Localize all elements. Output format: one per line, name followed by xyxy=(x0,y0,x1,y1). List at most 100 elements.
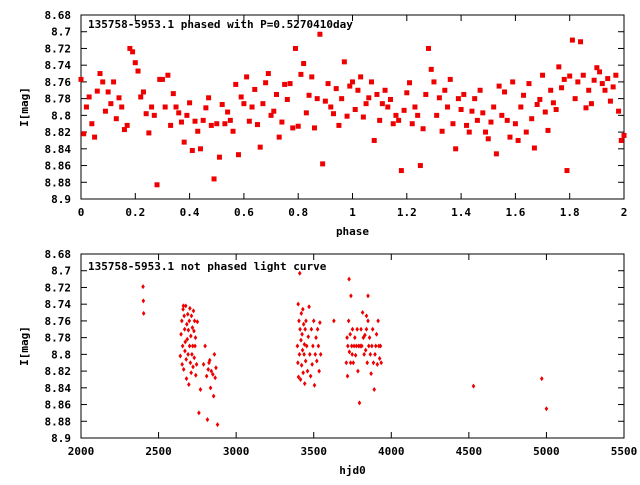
y-tick-label: 8.74 xyxy=(45,298,72,311)
phased-chart-title: 135758-5953.1 phased with P=0.5270410day xyxy=(88,18,353,31)
data-point xyxy=(333,86,339,92)
data-point xyxy=(100,79,106,85)
data-point xyxy=(183,303,188,309)
data-point xyxy=(349,343,354,349)
unphased-y-axis-label: I[mag] xyxy=(18,326,31,366)
data-point xyxy=(303,110,309,116)
data-point xyxy=(184,112,190,118)
data-point xyxy=(379,101,385,107)
data-point xyxy=(182,313,186,319)
data-point xyxy=(295,343,300,349)
data-point xyxy=(537,96,543,102)
y-tick-label: 8.8 xyxy=(51,109,71,122)
data-point xyxy=(301,306,305,312)
data-point xyxy=(483,129,489,135)
data-point xyxy=(188,360,193,366)
data-point xyxy=(398,168,404,174)
data-point xyxy=(553,107,559,113)
data-point xyxy=(564,168,570,174)
data-point xyxy=(292,45,298,51)
data-point xyxy=(295,123,301,129)
data-point xyxy=(597,69,603,75)
data-point xyxy=(78,76,84,82)
data-point xyxy=(191,364,195,370)
data-point xyxy=(351,360,356,366)
data-point xyxy=(504,117,510,123)
data-point xyxy=(507,134,513,140)
data-point xyxy=(149,104,155,110)
data-point xyxy=(181,366,186,372)
data-point xyxy=(318,320,322,326)
data-point xyxy=(207,357,212,363)
data-point xyxy=(439,128,445,134)
unphased-data-points xyxy=(141,270,549,428)
data-point xyxy=(121,127,127,133)
data-point xyxy=(279,119,285,125)
data-point xyxy=(179,331,183,337)
data-point xyxy=(311,125,317,131)
data-point xyxy=(212,351,217,357)
data-point xyxy=(211,371,215,377)
data-point xyxy=(358,74,364,80)
data-point xyxy=(311,343,315,349)
y-tick-label: 8.82 xyxy=(45,365,72,378)
data-point xyxy=(193,335,198,341)
phased-plot-frame xyxy=(80,14,625,200)
data-point xyxy=(170,91,176,97)
y-tick-label: 8.74 xyxy=(45,59,72,72)
data-point xyxy=(499,112,505,118)
data-point xyxy=(605,76,611,82)
data-point xyxy=(477,87,483,93)
data-point xyxy=(305,368,310,374)
data-point xyxy=(124,122,130,128)
data-point xyxy=(276,134,282,140)
data-point xyxy=(299,310,304,316)
data-point xyxy=(510,79,516,85)
y-tick-label: 8.88 xyxy=(45,415,72,428)
data-point xyxy=(375,361,380,367)
data-point xyxy=(317,31,323,37)
data-point xyxy=(214,365,218,371)
x-tick-label: 4000 xyxy=(378,445,405,458)
data-point xyxy=(382,87,388,93)
data-point xyxy=(613,72,619,78)
x-tick-label: 1 xyxy=(349,206,356,219)
data-point xyxy=(309,326,314,332)
x-tick-label: 5000 xyxy=(533,445,560,458)
data-point xyxy=(436,95,442,101)
data-point xyxy=(352,343,356,349)
data-point xyxy=(426,45,432,51)
data-point xyxy=(257,144,263,150)
data-point xyxy=(523,129,529,135)
data-point xyxy=(347,349,352,355)
data-point xyxy=(464,122,470,128)
data-point xyxy=(306,334,311,340)
data-point xyxy=(216,154,222,160)
data-point xyxy=(189,147,195,153)
x-tick-label: 5500 xyxy=(611,445,638,458)
data-point xyxy=(215,422,220,428)
data-point xyxy=(227,117,233,123)
data-point xyxy=(515,137,521,143)
data-point xyxy=(353,335,357,341)
data-point xyxy=(534,101,540,107)
data-point xyxy=(447,76,453,82)
data-point xyxy=(364,326,369,332)
unphased-x-axis-label: hjd0 xyxy=(339,464,366,477)
y-tick-label: 8.9 xyxy=(51,193,71,206)
data-point xyxy=(345,335,349,341)
data-point xyxy=(365,360,370,366)
data-point xyxy=(311,318,316,324)
data-point xyxy=(471,383,476,389)
data-point xyxy=(301,370,305,376)
data-point xyxy=(539,376,544,382)
data-point xyxy=(86,94,92,100)
data-point xyxy=(544,406,549,412)
data-point xyxy=(197,146,203,152)
y-tick-label: 8.9 xyxy=(51,432,71,445)
data-point xyxy=(184,356,188,362)
data-point xyxy=(254,122,260,128)
data-point xyxy=(138,94,144,100)
data-point xyxy=(369,79,375,85)
data-point xyxy=(260,101,266,107)
